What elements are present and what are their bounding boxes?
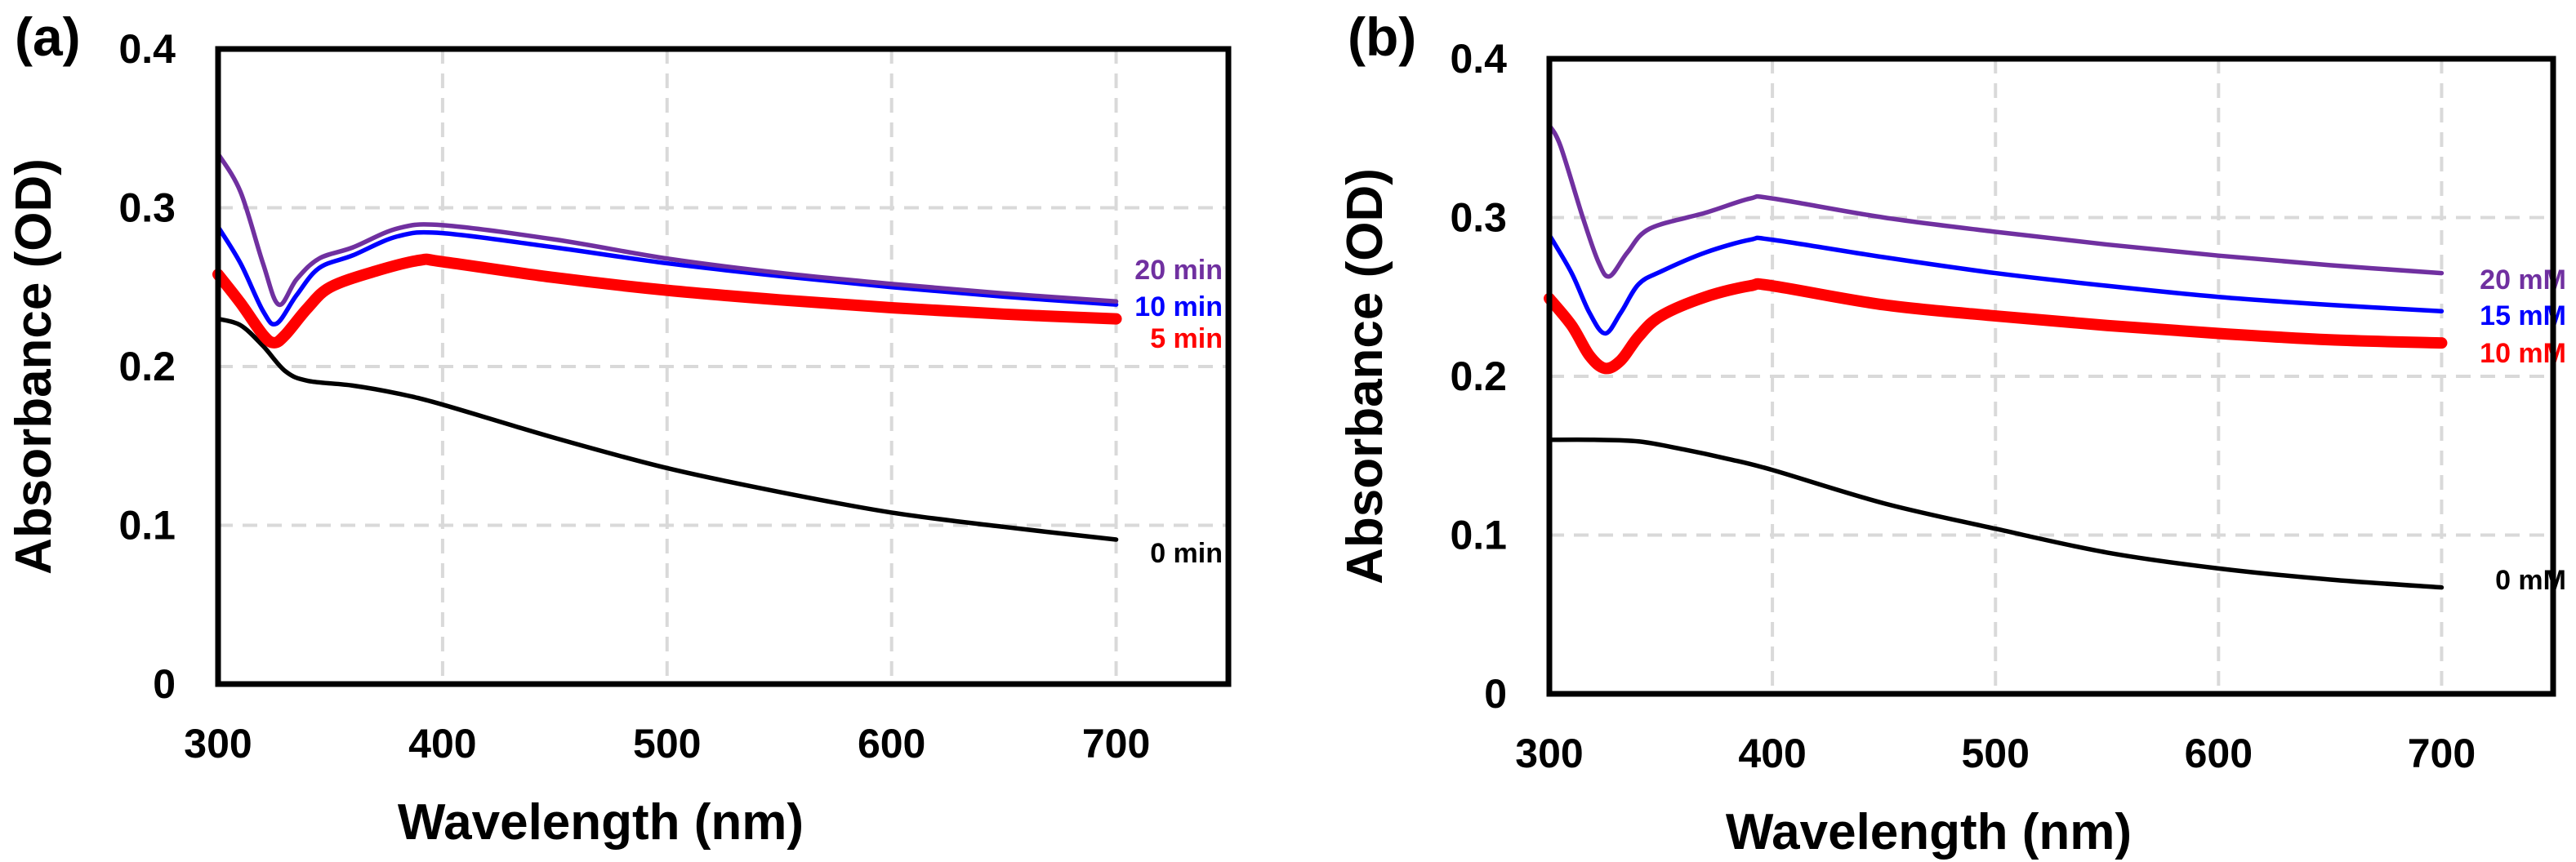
y-axis-title: Absorbance (OD)	[1337, 168, 1393, 584]
x-tick-label: 500	[633, 721, 701, 766]
x-axis-title: Wavelength (nm)	[1726, 804, 2132, 860]
y-tick-label: 0	[1484, 671, 1507, 717]
x-axis-title: Wavelength (nm)	[398, 794, 804, 851]
y-axis-title: Absorbance (OD)	[6, 158, 62, 575]
series-line-20-mM	[1547, 122, 2445, 279]
series-label: 20 min	[1134, 255, 1223, 286]
x-tick-label: 500	[1962, 731, 2030, 776]
series-label: 0 min	[1150, 538, 1223, 569]
series-line-0-mM	[1547, 437, 2445, 590]
x-tick-label: 400	[408, 721, 476, 766]
series-line-0-min	[216, 316, 1119, 542]
series-line-5-min	[212, 253, 1122, 349]
chart-panel-a: 300 400 500 600 700 0 0.1 0.2 0.3 0.4 0 min 5 min10…	[6, 7, 1232, 851]
x-tick-label: 400	[1738, 731, 1806, 776]
series-line-10-min	[216, 224, 1119, 327]
y-tick-label: 0.3	[1450, 195, 1507, 241]
y-tick-label: 0.4	[118, 26, 176, 72]
y-tick-label: 0.2	[118, 344, 176, 389]
series-line-10-mM	[1544, 278, 2448, 375]
x-tick-label: 700	[2408, 731, 2476, 776]
series-label: 10 min	[1134, 291, 1223, 322]
plot-frame	[215, 46, 1232, 687]
series-line-15-mM	[1547, 233, 2445, 336]
y-tick-label: 0.1	[1450, 513, 1507, 558]
y-tick-label: 0.4	[1450, 36, 1507, 82]
plot-frame	[1546, 56, 2556, 697]
x-tick-label: 300	[184, 721, 252, 766]
y-tick-label: 0.1	[118, 503, 176, 549]
y-tick-label: 0.2	[1450, 353, 1507, 399]
x-tick-label: 600	[858, 721, 925, 766]
y-tick-label: 0	[153, 661, 176, 707]
panel-label: (a)	[15, 7, 81, 67]
x-tick-label: 700	[1082, 721, 1150, 766]
x-tick-label: 300	[1515, 731, 1583, 776]
panel-label: (b)	[1348, 7, 1416, 67]
series-line-20-min	[216, 151, 1119, 307]
y-tick-label: 0.3	[118, 185, 176, 231]
x-tick-label: 600	[2185, 731, 2253, 776]
series-label: 5 min	[1150, 323, 1223, 354]
